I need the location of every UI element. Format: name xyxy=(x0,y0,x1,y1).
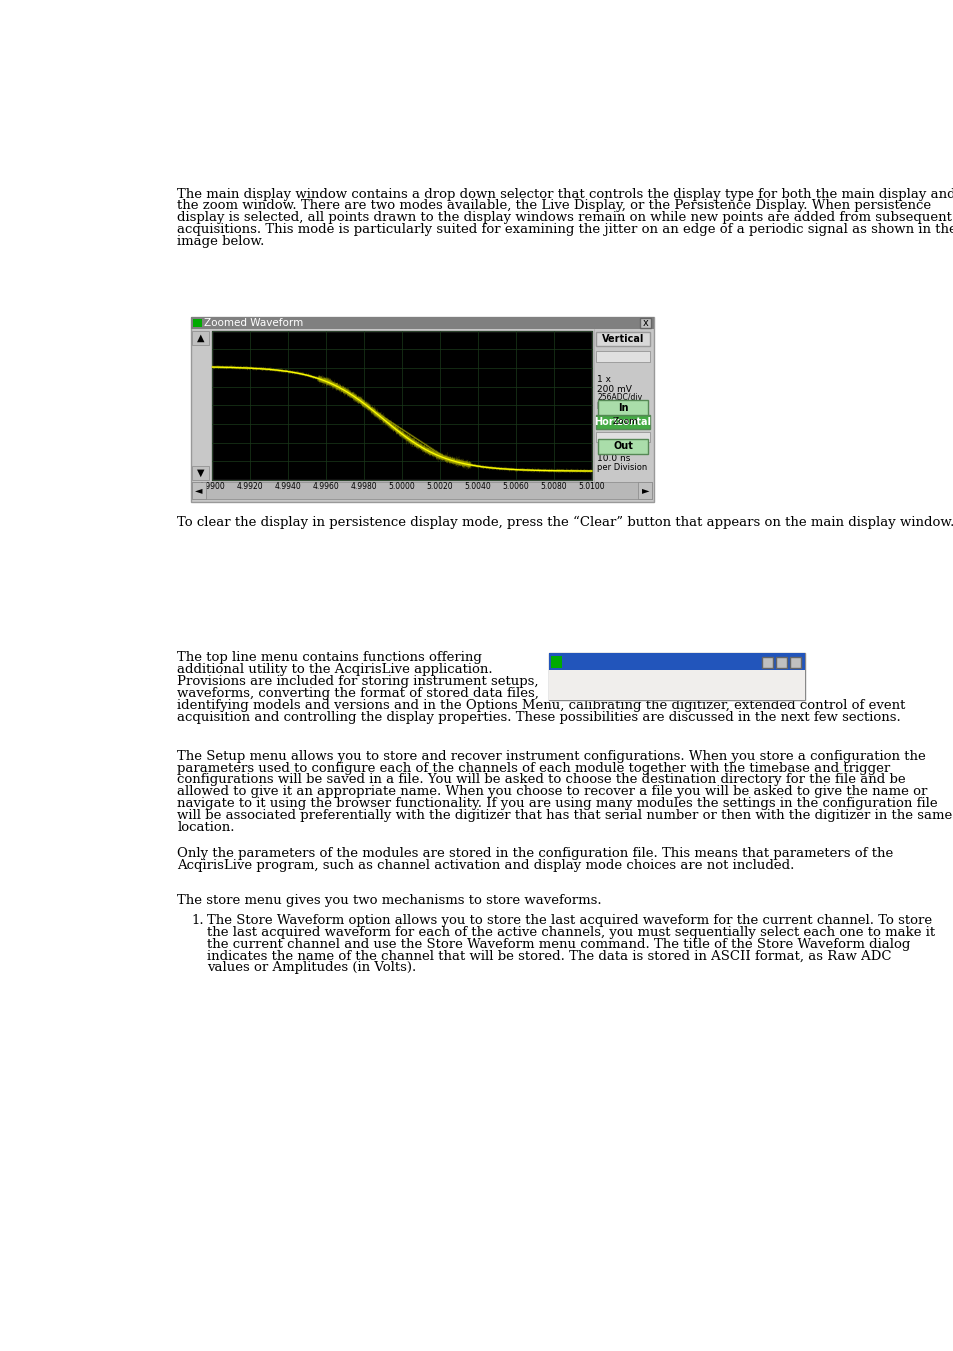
Text: 4.9980: 4.9980 xyxy=(351,482,377,490)
Text: Zoomed Waveform: Zoomed Waveform xyxy=(204,317,303,328)
Text: The main display window contains a drop down selector that controls the display : The main display window contains a drop … xyxy=(177,188,953,200)
Bar xyxy=(192,482,206,499)
Text: The top line menu contains functions offering: The top line menu contains functions off… xyxy=(177,651,482,665)
Bar xyxy=(596,432,649,442)
Text: per Division: per Division xyxy=(597,400,647,409)
Text: The Store Waveform option allows you to store the last acquired waveform for the: The Store Waveform option allows you to … xyxy=(207,913,931,927)
Text: Help: Help xyxy=(700,678,727,690)
Text: Horizontal: Horizontal xyxy=(594,417,651,427)
Bar xyxy=(212,331,592,480)
Bar xyxy=(549,654,804,700)
Text: In: In xyxy=(618,403,628,413)
Bar xyxy=(598,439,647,454)
Text: the last acquired waveform for each of the active channels, you must sequentiall: the last acquired waveform for each of t… xyxy=(207,925,934,939)
Text: Provisions are included for storing instrument setups,: Provisions are included for storing inst… xyxy=(177,676,538,688)
Text: Instrument: Instrument xyxy=(554,678,618,690)
Text: per Division: per Division xyxy=(597,463,647,473)
Text: indicates the name of the channel that will be stored. The data is stored in ASC: indicates the name of the channel that w… xyxy=(207,950,890,962)
Text: Vertical: Vertical xyxy=(601,334,643,345)
Text: waveforms, converting the format of stored data files,: waveforms, converting the format of stor… xyxy=(177,686,538,700)
Bar xyxy=(598,400,647,416)
Text: 200 mV: 200 mV xyxy=(597,385,632,393)
Text: 5.0020: 5.0020 xyxy=(426,482,453,490)
Text: 4.9940: 4.9940 xyxy=(274,482,301,490)
Text: display is selected, all points drawn to the display windows remain on while new: display is selected, all points drawn to… xyxy=(177,211,951,224)
Bar xyxy=(596,332,649,346)
Text: will be associated preferentially with the digitizer that has that serial number: will be associated preferentially with t… xyxy=(177,809,952,823)
Text: parameters used to configure each of the channels of each module together with t: parameters used to configure each of the… xyxy=(177,762,890,774)
Text: allowed to give it an appropriate name. When you choose to recover a file you wi: allowed to give it an appropriate name. … xyxy=(177,785,926,798)
Bar xyxy=(549,654,804,670)
Text: 256ADC/div: 256ADC/div xyxy=(597,392,642,401)
Bar xyxy=(789,657,801,667)
Text: image below.: image below. xyxy=(177,235,265,249)
Text: ◄: ◄ xyxy=(195,485,203,494)
Bar xyxy=(760,657,773,667)
Bar xyxy=(549,670,804,700)
Bar xyxy=(192,331,209,345)
Text: acquisition and controlling the display properties. These possibilities are disc: acquisition and controlling the display … xyxy=(177,711,901,724)
Text: location.: location. xyxy=(177,821,234,834)
Text: navigate to it using the browser functionality. If you are using many modules th: navigate to it using the browser functio… xyxy=(177,797,937,811)
Text: values or Amplitudes (in Volts).: values or Amplitudes (in Volts). xyxy=(207,962,416,974)
Bar xyxy=(193,319,202,327)
Bar xyxy=(191,317,654,501)
Bar xyxy=(550,655,561,667)
Text: AcqirisLive program, such as channel activation and display mode choices are not: AcqirisLive program, such as channel act… xyxy=(177,859,794,871)
Text: 4.9900: 4.9900 xyxy=(198,482,226,490)
Text: configurations will be saved in a file. You will be asked to choose the destinat: configurations will be saved in a file. … xyxy=(177,774,905,786)
Text: 5.0000: 5.0000 xyxy=(388,482,416,490)
Text: x: x xyxy=(642,317,648,328)
Bar xyxy=(192,482,652,499)
Text: 5.0060: 5.0060 xyxy=(502,482,529,490)
Bar xyxy=(593,330,652,480)
Text: 1.: 1. xyxy=(192,913,204,927)
Text: The Setup menu allows you to store and recover instrument configurations. When y: The Setup menu allows you to store and r… xyxy=(177,750,925,762)
Bar xyxy=(596,351,649,362)
Text: ▼: ▼ xyxy=(196,469,204,478)
Bar xyxy=(639,319,650,328)
Text: x: x xyxy=(792,658,798,667)
Text: Zoom: Zoom xyxy=(612,417,638,426)
Text: 4.9920: 4.9920 xyxy=(236,482,263,490)
Text: 4.9960: 4.9960 xyxy=(313,482,339,490)
Text: additional utility to the AcqirisLive application.: additional utility to the AcqirisLive ap… xyxy=(177,663,493,676)
Text: the zoom window. There are two modes available, the Live Display, or the Persist: the zoom window. There are two modes ava… xyxy=(177,200,930,212)
Text: Out: Out xyxy=(613,442,632,451)
Text: -: - xyxy=(765,658,768,667)
Text: DC271: DC271 xyxy=(597,409,632,419)
Text: 5.0100: 5.0100 xyxy=(578,482,604,490)
Text: Only the parameters of the modules are stored in the configuration file. This me: Only the parameters of the modules are s… xyxy=(177,847,893,861)
Text: 1 x: 1 x xyxy=(597,376,611,385)
Bar xyxy=(191,317,654,330)
Bar xyxy=(638,482,652,499)
Text: Instrument Control: Instrument Control xyxy=(561,655,695,667)
Text: Setup: Setup xyxy=(596,678,630,690)
Text: Options: Options xyxy=(658,678,703,690)
Bar xyxy=(775,657,786,667)
Text: ►: ► xyxy=(641,485,649,494)
Text: the current channel and use the Store Waveform menu command. The title of the St: the current channel and use the Store Wa… xyxy=(207,938,909,951)
Text: □: □ xyxy=(777,658,785,667)
Bar xyxy=(192,466,209,480)
Text: 5.0040: 5.0040 xyxy=(464,482,491,490)
Text: Store: Store xyxy=(627,678,659,690)
Text: identifying models and versions and in the Options Menu, calibrating the digitiz: identifying models and versions and in t… xyxy=(177,698,904,712)
Text: 10.0 ns: 10.0 ns xyxy=(597,454,630,463)
Text: To clear the display in persistence display mode, press the “Clear” button that : To clear the display in persistence disp… xyxy=(177,516,953,528)
Text: The store menu gives you two mechanisms to store waveforms.: The store menu gives you two mechanisms … xyxy=(177,894,601,907)
Text: ▲: ▲ xyxy=(196,332,204,343)
Text: acquisitions. This mode is particularly suited for examining the jitter on an ed: acquisitions. This mode is particularly … xyxy=(177,223,953,236)
Text: 5.0080: 5.0080 xyxy=(540,482,567,490)
Bar xyxy=(596,416,649,430)
